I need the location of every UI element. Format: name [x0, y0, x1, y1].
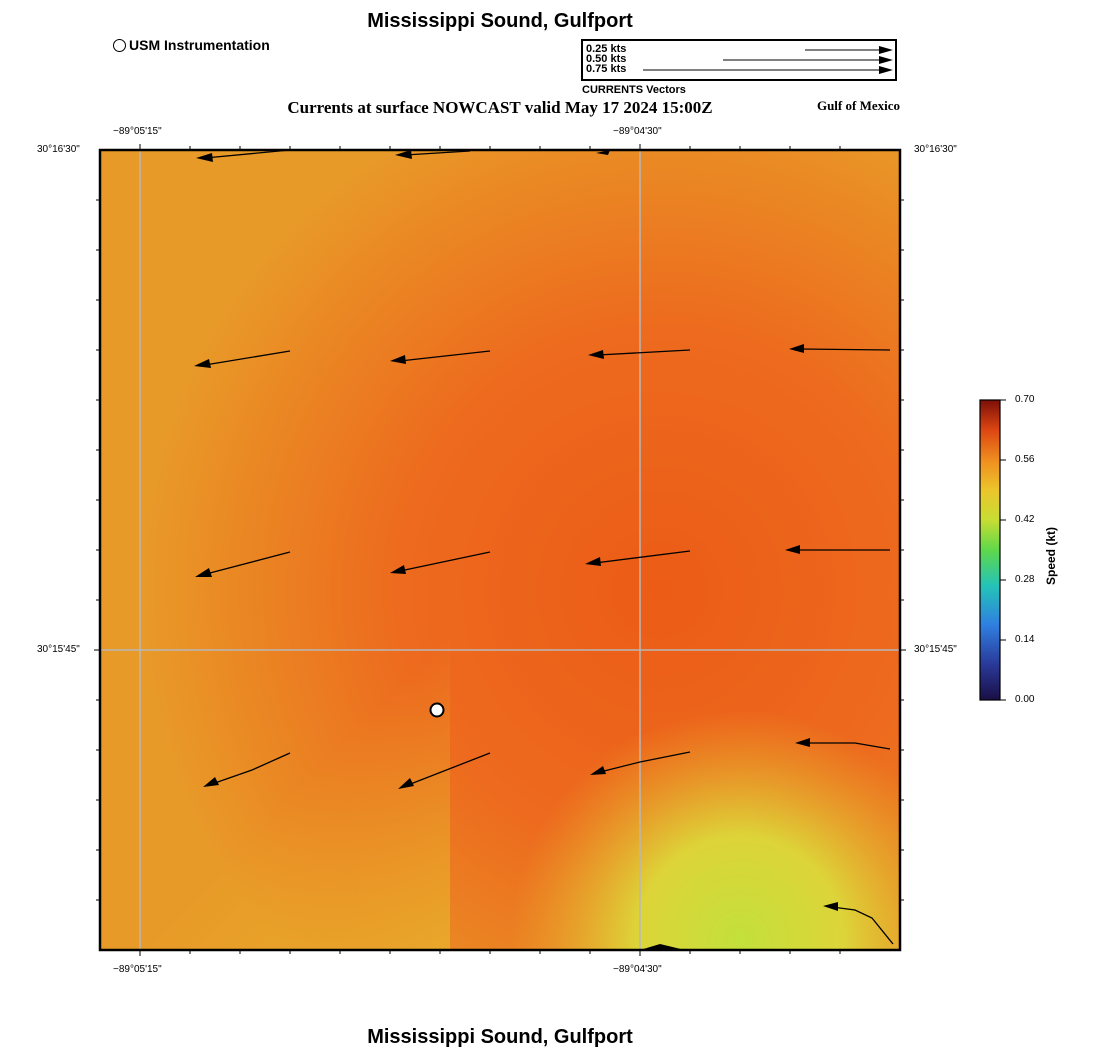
current-vector — [599, 751, 691, 773]
vector-key-arrows — [643, 46, 893, 74]
current-vector — [399, 350, 491, 362]
vector-key-label-1: 0.25 kts — [586, 43, 627, 55]
colorbar-tick-056: 0.56 — [1015, 454, 1035, 465]
x-tick-top-2: −89°04'30" — [613, 126, 662, 137]
colorbar-ticks — [1000, 399, 1006, 701]
y-tick-left-1: 30°16'30" — [37, 144, 80, 155]
low-speed-area — [100, 150, 900, 950]
current-vector — [404, 150, 471, 156]
y-tick-right-1: 30°16'30" — [914, 144, 957, 155]
current-vector — [806, 742, 891, 750]
colorbar — [979, 399, 1001, 701]
current-vector — [204, 350, 291, 366]
colorbar-tick-070: 0.70 — [1015, 394, 1035, 405]
footer-title: Mississippi Sound, Gulfport — [367, 1026, 633, 1048]
current-vector — [831, 906, 894, 945]
current-vector — [799, 348, 891, 351]
x-tick-bottom-2: −89°04'30" — [613, 964, 662, 975]
colorbar-title: Speed (kt) — [1044, 526, 1058, 585]
current-vector — [407, 752, 491, 786]
colorbar-tick-014: 0.14 — [1015, 634, 1035, 645]
x-tick-bottom-1: −89°05'15" — [113, 964, 162, 975]
current-vectors — [204, 149, 894, 945]
y-tick-right-2: 30°15'45" — [914, 644, 957, 655]
frame-ticks — [94, 144, 906, 956]
current-vector-heads — [194, 150, 838, 950]
colorbar-tick-028: 0.28 — [1015, 574, 1035, 585]
current-vector — [399, 551, 491, 572]
vector-key-caption: CURRENTS Vectors — [582, 84, 686, 96]
page-title: Mississippi Sound, Gulfport — [367, 10, 633, 32]
current-vector — [205, 551, 291, 575]
usm-instrumentation-station-icon[interactable] — [429, 702, 445, 718]
instrumentation-legend: USM Instrumentation — [113, 37, 270, 53]
instrumentation-legend-label: USM Instrumentation — [129, 37, 270, 53]
station-marker-icon — [113, 38, 126, 52]
vector-scale-key: 0.25 kts 0.50 kts 0.75 kts — [581, 39, 897, 81]
colorbar-tick-042: 0.42 — [1015, 514, 1035, 525]
vector-key-label-3: 0.75 kts — [586, 63, 627, 75]
vector-key-label-2: 0.50 kts — [586, 53, 627, 65]
current-vector — [594, 550, 691, 564]
current-vector — [204, 149, 291, 159]
y-tick-left-2: 30°15'45" — [37, 644, 80, 655]
x-tick-top-1: −89°05'15" — [113, 126, 162, 137]
current-vector — [597, 349, 691, 356]
current-vector — [211, 752, 291, 785]
map-subtitle: Currents at surface NOWCAST valid May 17… — [287, 98, 713, 117]
colorbar-tick-000: 0.00 — [1015, 694, 1035, 705]
region-label: Gulf of Mexico — [816, 98, 900, 113]
